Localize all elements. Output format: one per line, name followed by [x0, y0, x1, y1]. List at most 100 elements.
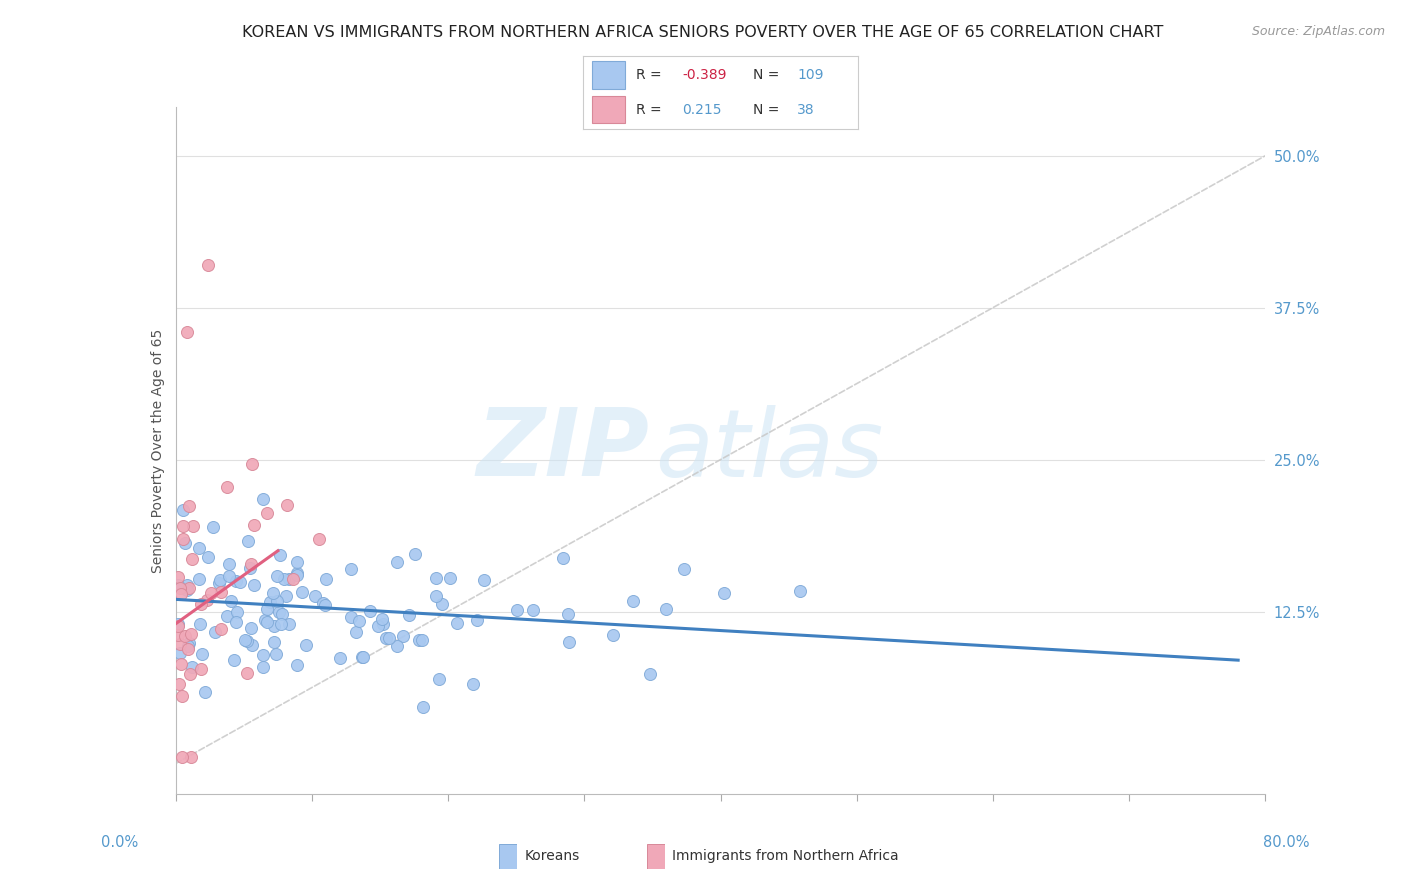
Point: [180, 660, 202, 674]
Text: KOREAN VS IMMIGRANTS FROM NORTHERN AFRICA SENIORS POVERTY OVER THE AGE OF 65 COR: KOREAN VS IMMIGRANTS FROM NORTHERN AFRIC…: [242, 25, 1164, 40]
Point: [266, 594, 288, 608]
Text: 0.215: 0.215: [682, 103, 721, 117]
Point: [398, 608, 420, 623]
Point: [391, 629, 413, 643]
Point: [173, 535, 195, 549]
Point: [259, 595, 281, 609]
Point: [349, 614, 371, 628]
Text: R =: R =: [636, 103, 669, 117]
Point: [367, 619, 389, 633]
Point: [197, 550, 219, 565]
Point: [263, 618, 285, 632]
Point: [229, 574, 252, 589]
Text: Source: ZipAtlas.com: Source: ZipAtlas.com: [1251, 25, 1385, 38]
Point: [353, 650, 375, 665]
Point: [315, 572, 337, 586]
Bar: [592, 95, 624, 123]
Point: [240, 638, 263, 652]
Point: [404, 547, 426, 561]
Point: [252, 648, 274, 662]
Point: [262, 586, 284, 600]
Point: [446, 615, 468, 630]
Text: R =: R =: [636, 68, 665, 82]
Point: [236, 633, 259, 648]
Point: [179, 666, 201, 681]
Point: [294, 638, 316, 652]
Point: [285, 658, 308, 673]
Point: [273, 573, 295, 587]
Point: [505, 603, 527, 617]
Point: [283, 572, 305, 586]
Text: 0.0%: 0.0%: [101, 836, 138, 850]
Point: [412, 699, 434, 714]
Point: [170, 689, 193, 703]
Point: [176, 325, 198, 339]
Text: N =: N =: [754, 103, 785, 117]
Point: [371, 611, 394, 625]
Point: [602, 628, 624, 642]
Point: [673, 562, 696, 576]
Point: [197, 258, 219, 272]
Point: [177, 641, 200, 656]
Point: [218, 557, 240, 571]
Point: [270, 616, 292, 631]
Point: [243, 518, 266, 533]
Point: [557, 635, 579, 649]
Point: [308, 532, 330, 546]
Text: -0.389: -0.389: [682, 68, 727, 82]
Point: [243, 578, 266, 592]
Point: [263, 634, 285, 648]
Point: [252, 491, 274, 506]
Point: [224, 653, 246, 667]
Point: [385, 555, 408, 569]
Point: [304, 589, 326, 603]
Point: [225, 615, 247, 629]
Point: [167, 570, 190, 584]
Text: N =: N =: [754, 68, 785, 82]
Text: 109: 109: [797, 68, 824, 82]
Text: 80.0%: 80.0%: [1263, 836, 1310, 850]
Point: [176, 578, 198, 592]
Point: [314, 598, 336, 612]
Point: [239, 557, 262, 571]
Point: [183, 519, 205, 533]
Point: [551, 551, 574, 566]
Point: [425, 572, 447, 586]
Point: [180, 627, 202, 641]
Text: ZIP: ZIP: [477, 404, 650, 497]
Point: [225, 574, 247, 589]
Point: [239, 560, 262, 574]
Point: [340, 562, 363, 576]
Point: [172, 503, 194, 517]
Point: [209, 623, 232, 637]
Point: [180, 750, 202, 764]
Point: [169, 581, 191, 595]
Point: [346, 624, 368, 639]
Point: [208, 573, 231, 587]
Point: [254, 613, 277, 627]
Point: [359, 603, 381, 617]
Point: [194, 685, 217, 699]
Point: [226, 605, 249, 619]
Point: [285, 566, 308, 580]
Point: [252, 659, 274, 673]
Point: [179, 581, 201, 595]
Point: [172, 532, 194, 546]
Point: [188, 541, 211, 555]
Point: [311, 596, 333, 610]
Point: [167, 617, 190, 632]
Point: [170, 750, 193, 764]
Point: [236, 534, 259, 549]
Point: [522, 603, 544, 617]
Point: [256, 615, 278, 629]
Point: [240, 621, 263, 635]
Point: [233, 633, 256, 648]
Point: [269, 549, 291, 563]
Point: [195, 593, 218, 607]
Point: [256, 601, 278, 615]
Point: [557, 607, 579, 621]
Point: [439, 571, 461, 585]
Point: [430, 597, 453, 611]
Point: [180, 551, 202, 566]
Point: [204, 624, 226, 639]
